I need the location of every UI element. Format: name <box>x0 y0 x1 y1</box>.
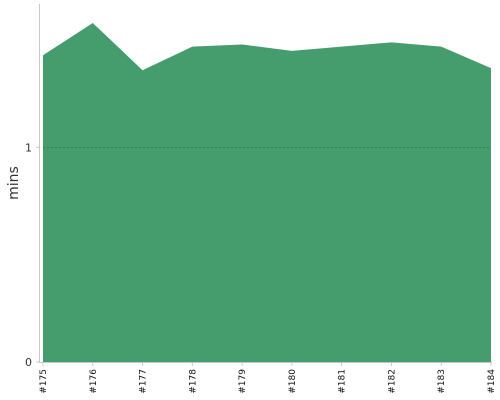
x-tick-label-177: #177 <box>139 369 149 394</box>
x-tick-labels: #175 #176 #177 #178 #179 #180 #181 #182 #183 #184 <box>39 362 497 394</box>
x-tick-label-179: #179 <box>238 369 248 394</box>
y-tick-label-0: 0 <box>25 356 32 369</box>
y-tick-label-1: 1 <box>25 141 32 154</box>
x-tick-label-175: #175 <box>39 369 49 394</box>
x-tick-label-183: #183 <box>437 369 447 394</box>
area-series <box>43 23 491 362</box>
x-tick-label-178: #178 <box>188 369 198 394</box>
y-axis-label: mins <box>6 166 22 200</box>
x-tick-label-180: #180 <box>288 369 298 394</box>
x-tick-label-182: #182 <box>387 369 397 394</box>
x-tick-label-176: #176 <box>89 369 99 394</box>
x-tick-label-184: #184 <box>487 369 497 394</box>
axis-layer <box>39 4 492 363</box>
x-tick-label-181: #181 <box>338 369 348 394</box>
area-layer <box>43 23 491 362</box>
y-tick-labels: 01 <box>25 141 40 369</box>
